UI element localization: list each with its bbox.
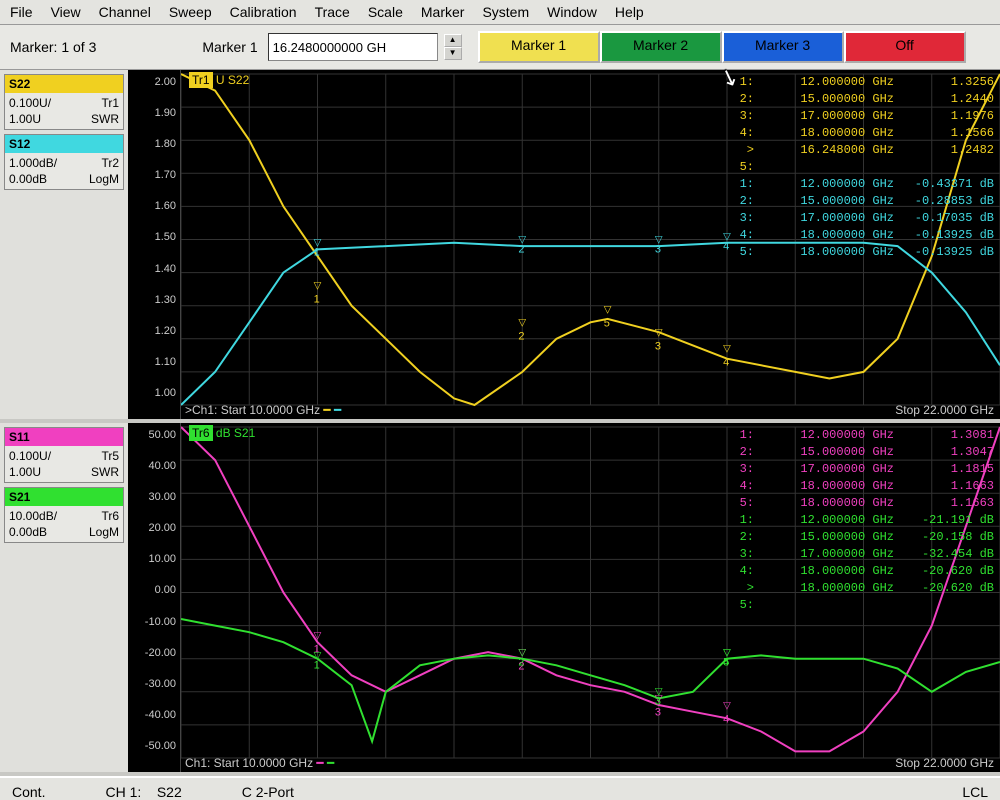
marker-readout-row: 5:18.000000 GHz-0.13925 dB (726, 244, 994, 261)
menu-system[interactable]: System (482, 4, 529, 20)
marker-toolbar: Marker: 1 of 3 Marker 1 ▲ ▼ Marker 1Mark… (0, 25, 1000, 70)
y-axis: 50.0040.0030.0020.0010.000.00-10.00-20.0… (128, 423, 181, 772)
marker-button-marker-2[interactable]: Marker 2 (600, 31, 722, 63)
marker-readout-row: 2:15.000000 GHz-0.28853 dB (726, 193, 994, 210)
marker-readout-row: 2:15.000000 GHz1.3047 (726, 444, 994, 461)
marker-readout-row: 1:12.000000 GHz-21.191 dB (726, 512, 994, 529)
marker-readout-row: 3:17.000000 GHz-32.454 dB (726, 546, 994, 563)
status-channel: CH 1: S22 (105, 784, 181, 800)
menubar: File View Channel Sweep Calibration Trace Scal… (0, 0, 1000, 25)
chart-area[interactable]: 50.0040.0030.0020.0010.000.00-10.00-20.0… (128, 423, 1000, 772)
marker-readout-row: 4:18.000000 GHz1.1663 (726, 478, 994, 495)
marker-readout-row: 3:17.000000 GHz1.1976 (726, 108, 994, 125)
menu-channel[interactable]: Channel (99, 4, 151, 20)
menu-calibration[interactable]: Calibration (230, 4, 297, 20)
menu-trace[interactable]: Trace (315, 4, 350, 20)
marker-readout-row: 4:18.000000 GHz1.1566 (726, 125, 994, 142)
menu-marker[interactable]: Marker (421, 4, 465, 20)
trace-box-s22[interactable]: S220.100U/Tr11.00USWR (4, 74, 124, 130)
frequency-spinner[interactable]: ▲ ▼ (444, 34, 462, 60)
marker-button-marker-1[interactable]: Marker 1 (478, 31, 600, 63)
marker-button-marker-3[interactable]: Marker 3 (722, 31, 844, 63)
menu-scale[interactable]: Scale (368, 4, 403, 20)
marker-frequency-input[interactable] (268, 33, 438, 61)
x-axis-labels: >Ch1: Start 10.0000 GHz ━ ━Stop 22.0000 … (185, 403, 994, 417)
status-lcl: LCL (962, 784, 988, 800)
status-cont: Cont. (12, 784, 45, 800)
marker-readout-row: 5:18.000000 GHz1.1663 (726, 495, 994, 512)
marker-readout-row: 2:15.000000 GHz1.2440 (726, 91, 994, 108)
marker-readout-row: 2:15.000000 GHz-20.158 dB (726, 529, 994, 546)
marker-readout-row: 1:12.000000 GHz1.3256 (726, 74, 994, 91)
x-axis-labels: Ch1: Start 10.0000 GHz ━ ━Stop 22.0000 G… (185, 756, 994, 770)
marker-readout-row: 1:12.000000 GHz-0.43371 dB (726, 176, 994, 193)
marker-readout-row: 3:17.000000 GHz1.1815 (726, 461, 994, 478)
trace-box-s21[interactable]: S2110.00dB/Tr60.00dBLogM (4, 487, 124, 543)
marker-readout-table: 1:12.000000 GHz1.32562:15.000000 GHz1.24… (726, 74, 994, 261)
plot-region[interactable]: ▽1▽2▽3▽4▽5▽1▽2▽3▽4Tr1 U S221:12.000000 G… (181, 70, 1000, 419)
marker-count-label: Marker: 1 of 3 (10, 39, 96, 55)
marker-readout-row: 4:18.000000 GHz-20.620 dB (726, 563, 994, 580)
spin-down-icon[interactable]: ▼ (444, 47, 462, 60)
chart-panel-2: S110.100U/Tr51.00USWRS2110.00dB/Tr60.00d… (0, 423, 1000, 776)
marker-readout-table: 1:12.000000 GHz1.30812:15.000000 GHz1.30… (726, 427, 994, 614)
spin-up-icon[interactable]: ▲ (444, 34, 462, 47)
menu-file[interactable]: File (10, 4, 33, 20)
marker-button-off[interactable]: Off (844, 31, 966, 63)
active-trace-label: Tr6 dB S21 (185, 425, 259, 441)
status-bar: Cont. CH 1: S22 C 2-Port LCL (0, 776, 1000, 800)
marker-readout-row: 1:12.000000 GHz1.3081 (726, 427, 994, 444)
plot-region[interactable]: ▽1▽2▽3▽4▽1▽2▽3▽4▽5Tr6 dB S211:12.000000 … (181, 423, 1000, 772)
menu-view[interactable]: View (51, 4, 81, 20)
trace-sidebar: S220.100U/Tr11.00USWRS121.000dB/Tr20.00d… (0, 70, 128, 419)
marker-readout-row: 3:17.000000 GHz-0.17035 dB (726, 210, 994, 227)
chart-area[interactable]: 2.001.901.801.701.601.501.401.301.201.10… (128, 70, 1000, 419)
trace-box-s11[interactable]: S110.100U/Tr51.00USWR (4, 427, 124, 483)
marker-readout-row: 4:18.000000 GHz-0.13925 dB (726, 227, 994, 244)
marker-readout-row: > 5:18.000000 GHz-20.620 dB (726, 580, 994, 614)
trace-sidebar: S110.100U/Tr51.00USWRS2110.00dB/Tr60.00d… (0, 423, 128, 772)
menu-window[interactable]: Window (547, 4, 597, 20)
trace-box-s12[interactable]: S121.000dB/Tr20.00dBLogM (4, 134, 124, 190)
chart-panel-1: S220.100U/Tr11.00USWRS121.000dB/Tr20.00d… (0, 70, 1000, 423)
status-port: C 2-Port (242, 784, 294, 800)
y-axis: 2.001.901.801.701.601.501.401.301.201.10… (128, 70, 181, 419)
active-trace-label: Tr1 U S22 (185, 72, 253, 88)
menu-help[interactable]: Help (615, 4, 644, 20)
menu-sweep[interactable]: Sweep (169, 4, 212, 20)
marker-readout-row: > 5:16.248000 GHz1.2482 (726, 142, 994, 176)
marker-number-label: Marker 1 (202, 39, 257, 55)
